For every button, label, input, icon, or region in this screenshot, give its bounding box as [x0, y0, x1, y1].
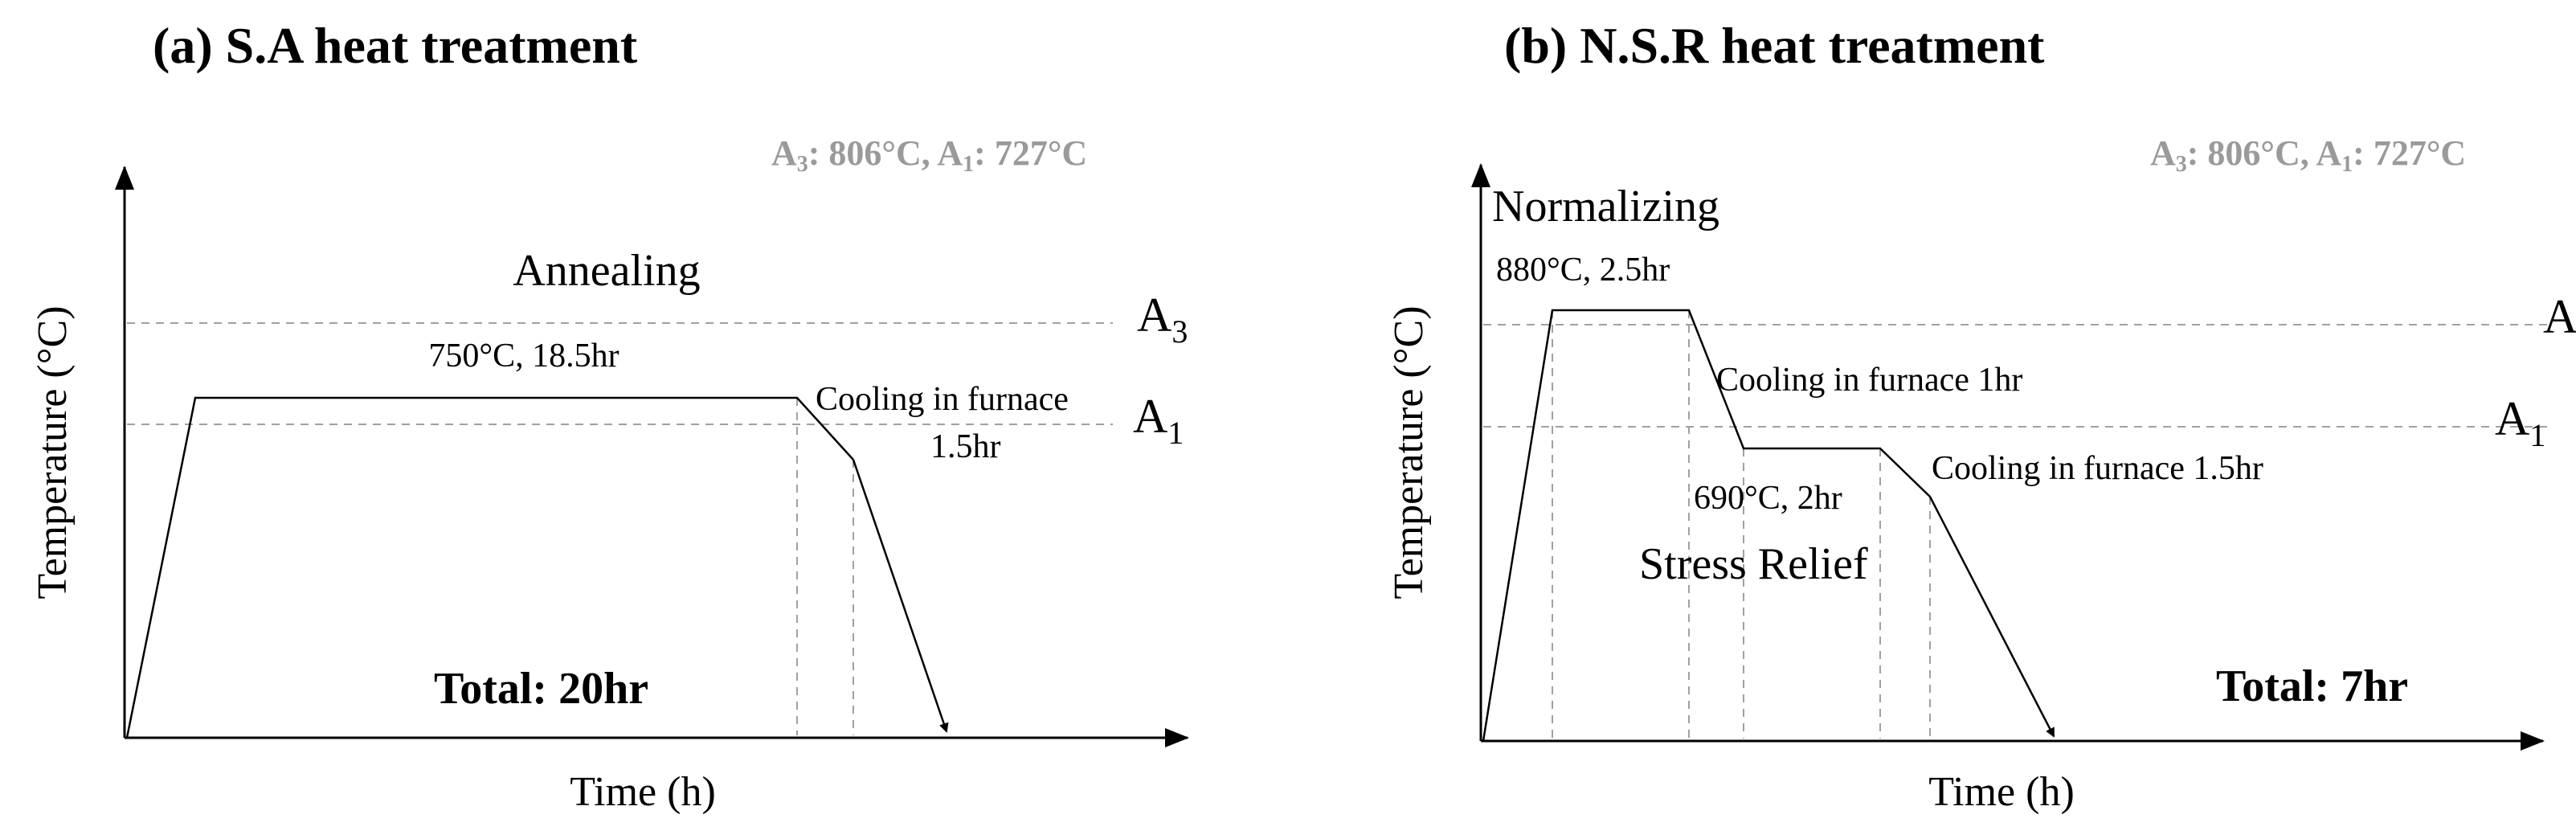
panel-a-note-cooling-line2: 1.5hr	[930, 428, 1001, 465]
panel-b-total: Total: 7hr	[2216, 661, 2408, 711]
panel-a-a3-label: A3	[1137, 289, 1188, 350]
ref-a3-symbol: A	[2150, 133, 2176, 173]
ref-a1-subscript: 1	[2341, 152, 2353, 177]
ref-a1-value: : 727°C	[2353, 133, 2466, 173]
panel-a-note-hold: 750°C, 18.5hr	[428, 338, 619, 375]
panel-a-y-axis-label: Temperature (°C)	[30, 305, 76, 599]
panel-b-temperature-profile	[1482, 309, 1931, 742]
panel-a-a1-label: A1	[1133, 390, 1184, 451]
ref-a1-subscript: 1	[963, 152, 974, 177]
panel-b-air-cooling-arrow	[1928, 496, 2055, 738]
panel-a-x-axis-label: Time (h)	[570, 769, 716, 815]
panel-b-a3-label: A3	[2543, 290, 2576, 351]
panel-a-total: Total: 20hr	[434, 664, 648, 714]
panel-a-temperature-profile	[125, 396, 854, 739]
panel-a-transformation-ref: A3: 806°C, A1: 727°C	[771, 133, 1087, 177]
panel-b-stage-stress-relief: Stress Relief	[1639, 539, 1868, 589]
ref-a1-symbol: A	[937, 133, 963, 173]
panel-b-stage-normalizing: Normalizing	[1492, 182, 1719, 231]
panel-a-air-cooling-arrow	[852, 459, 949, 733]
panel-a-stage-annealing: Annealing	[513, 246, 700, 296]
panel-b: (b) N.S.R heat treatment A3: 806°C, A1: …	[1386, 17, 2576, 815]
panel-b-title: (b) N.S.R heat treatment	[1504, 17, 2045, 74]
panel-a-title: (a) S.A heat treatment	[153, 17, 638, 74]
panel-b-a1-label: A1	[2495, 392, 2545, 453]
panel-b-note-cooling-1: Cooling in furnace 1hr	[1716, 362, 2022, 399]
ref-a3-subscript: 3	[2176, 152, 2187, 177]
panel-b-note-stress-hold: 690°C, 2hr	[1694, 480, 1842, 517]
panel-a-note-cooling-line1: Cooling in furnace	[816, 381, 1069, 418]
panel-b-x-axis-label: Time (h)	[1928, 769, 2075, 815]
panel-b-note-cooling-2: Cooling in furnace 1.5hr	[1932, 450, 2263, 487]
ref-a3-symbol: A	[771, 133, 797, 173]
panel-b-y-axis-label: Temperature (°C)	[1386, 305, 1432, 599]
panel-b-note-normalizing: 880°C, 2.5hr	[1496, 252, 1670, 289]
panel-b-transformation-ref: A3: 806°C, A1: 727°C	[2150, 133, 2466, 177]
ref-a3-value: : 806°C,	[2187, 133, 2316, 173]
ref-a1-value: : 727°C	[974, 133, 1087, 173]
ref-a3-subscript: 3	[797, 152, 808, 177]
panel-a: (a) S.A heat treatment A3: 806°C, A1: 72…	[30, 17, 1189, 815]
ref-a3-value: : 806°C,	[808, 133, 938, 173]
ref-a1-symbol: A	[2316, 133, 2341, 173]
